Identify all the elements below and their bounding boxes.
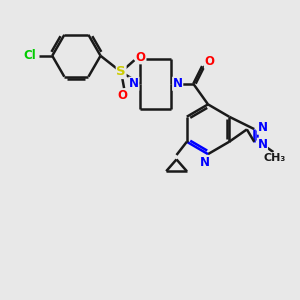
Text: N: N bbox=[200, 156, 210, 169]
Text: S: S bbox=[116, 65, 126, 79]
Text: O: O bbox=[118, 89, 128, 102]
Text: N: N bbox=[257, 138, 268, 151]
Text: CH₃: CH₃ bbox=[264, 153, 286, 163]
Text: O: O bbox=[136, 51, 146, 64]
Text: Cl: Cl bbox=[24, 49, 37, 62]
Text: O: O bbox=[205, 55, 214, 68]
Text: N: N bbox=[129, 77, 139, 90]
Text: N: N bbox=[173, 77, 183, 90]
Text: N: N bbox=[257, 121, 268, 134]
